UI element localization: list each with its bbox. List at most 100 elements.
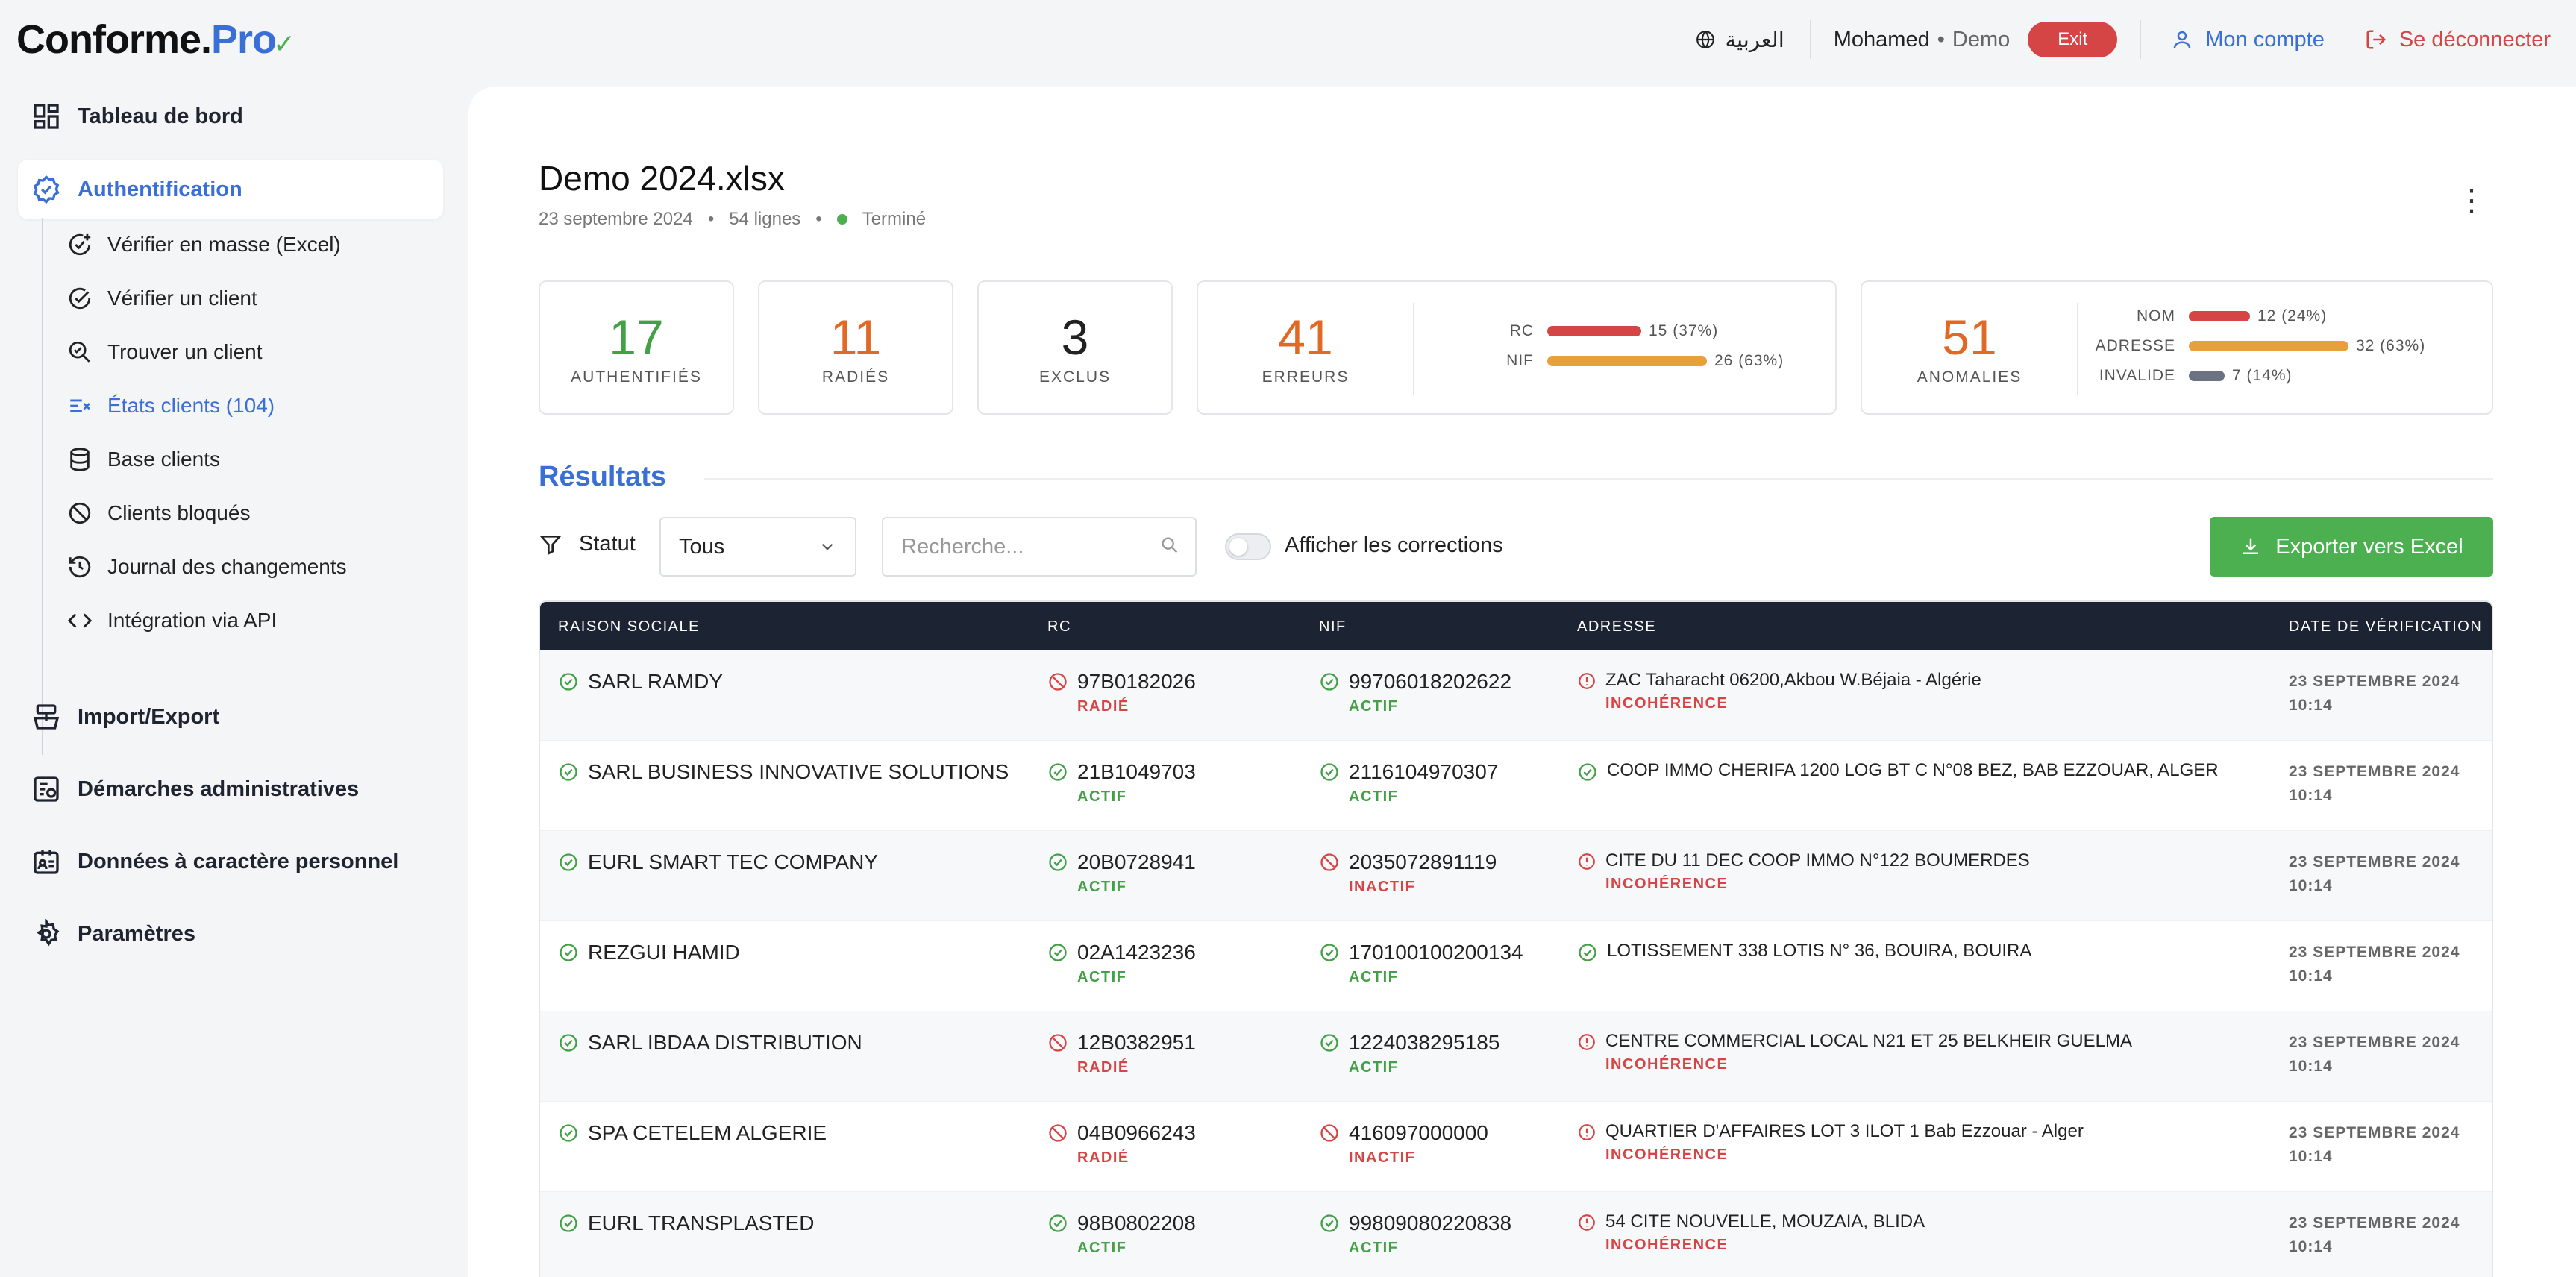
- table-row[interactable]: SARL BUSINESS INNOVATIVE SOLUTIONS 21B10…: [540, 740, 2492, 830]
- col-header-date[interactable]: DATE DE VÉRIFICATION: [2289, 618, 2483, 635]
- more-options-icon[interactable]: ⋮: [2457, 184, 2486, 217]
- error-bars: RC 15 (37%) NIF 26 (63%): [1482, 316, 1784, 376]
- col-header-nif[interactable]: NIF: [1319, 618, 1347, 635]
- sidebar-item-personal-data[interactable]: Données à caractère personnel: [18, 832, 443, 891]
- filter-label-text: Statut: [579, 532, 636, 556]
- verification-time: 10:14: [2289, 1148, 2333, 1165]
- subnav-api-integration[interactable]: Intégration via API: [43, 594, 460, 647]
- file-meta: 23 septembre 2024 • 54 lignes • Terminé: [539, 209, 926, 230]
- alert-circle-icon: [1579, 1124, 1595, 1140]
- company-name: SARL IBDAA DISTRIBUTION: [588, 1031, 862, 1054]
- col-header-address[interactable]: ADRESSE: [1577, 618, 1657, 635]
- show-corrections-label: Afficher les corrections: [1285, 533, 1503, 557]
- check-circle-icon: [1049, 944, 1067, 961]
- company-name: REZGUI HAMID: [588, 941, 740, 964]
- address-text: 54 CITE NOUVELLE, MOUZAIA, BLIDA: [1605, 1211, 1925, 1231]
- table-row[interactable]: EURL SMART TEC COMPANY 20B0728941 ACTIF 2…: [540, 830, 2492, 920]
- stat-value: 11: [830, 310, 882, 365]
- search-input[interactable]: [882, 517, 1197, 577]
- user-name: Mohamed: [1833, 27, 1930, 51]
- table-row[interactable]: EURL TRANSPLASTED 98B0802208 ACTIF 998090…: [540, 1191, 2492, 1277]
- export-label: Exporter vers Excel: [2275, 534, 2463, 559]
- show-corrections-toggle[interactable]: [1225, 533, 1271, 560]
- cell-rc: 02A1423236 ACTIF: [1047, 941, 1196, 986]
- ban-icon: [1049, 1124, 1067, 1142]
- subnav-label: Clients bloqués: [107, 501, 251, 524]
- subnav-bulk-verify[interactable]: Vérifier en masse (Excel): [43, 218, 460, 272]
- stat-value: 3: [1061, 310, 1089, 365]
- export-excel-button[interactable]: Exporter vers Excel: [2210, 517, 2493, 577]
- subnav-label: Base clients: [107, 448, 220, 471]
- sidebar-item-admin-procedures[interactable]: Démarches administratives: [18, 759, 443, 819]
- stat-label: ANOMALIES: [1917, 368, 2022, 386]
- rc-number: 20B0728941: [1077, 850, 1196, 873]
- check-circle-icon: [1320, 763, 1338, 781]
- admin-procedures-icon: [34, 776, 59, 802]
- rc-status: ACTIF: [1077, 969, 1127, 985]
- subnav-blocked-clients[interactable]: Clients bloqués: [43, 486, 460, 540]
- alert-circle-icon: [1579, 673, 1595, 689]
- file-rows: 54 lignes: [729, 209, 801, 229]
- cell-nif: 99809080220838 ACTIF: [1319, 1211, 1511, 1257]
- sidebar-item-label: Import/Export: [78, 704, 220, 729]
- bar-value: 12 (24%): [2257, 307, 2328, 324]
- stat-value: 17: [609, 310, 664, 365]
- subnav-client-base[interactable]: Base clients: [43, 433, 460, 486]
- table-row[interactable]: REZGUI HAMID 02A1423236 ACTIF 17010010020…: [540, 920, 2492, 1011]
- main-panel: Demo 2024.xlsx 23 septembre 2024 • 54 li…: [468, 87, 2576, 1277]
- search-icon: [1162, 537, 1178, 553]
- cell-address: LOTISSEMENT 338 LOTIS N° 36, BOUIRA, BOU…: [1577, 941, 2031, 966]
- results-table: RAISON SOCIALE RC NIF ADRESSE DATE DE VÉ…: [539, 600, 2493, 1277]
- subnav-find-client[interactable]: Trouver un client: [43, 325, 460, 379]
- subnav-verify-client[interactable]: Vérifier un client: [43, 272, 460, 325]
- verification-date: 23 SEPTEMBRE 2024: [2289, 673, 2460, 690]
- logout-icon: [2366, 30, 2386, 49]
- check-circle-icon: [1049, 1214, 1067, 1232]
- cell-nif: 416097000000 INACTIF: [1319, 1121, 1488, 1167]
- stat-anomalies-total: 51 ANOMALIES: [1862, 303, 2078, 395]
- sidebar-item-settings[interactable]: Paramètres: [18, 904, 443, 964]
- address-text: QUARTIER D'AFFAIRES LOT 3 ILOT 1 Bab Ezz…: [1605, 1121, 2084, 1141]
- bar-label: ADRESSE: [2095, 337, 2175, 354]
- bar-row-nom: NOM 12 (24%): [2093, 301, 2425, 331]
- bar-fill: [1547, 326, 1641, 336]
- check-circle-icon: [560, 853, 577, 871]
- app-logo[interactable]: Conforme.Pro✓: [16, 16, 295, 63]
- table-row[interactable]: SARL IBDAA DISTRIBUTION 12B0382951 RADIÉ …: [540, 1011, 2492, 1101]
- exit-demo-button[interactable]: Exit: [2028, 22, 2118, 57]
- address-status: INCOHÉRENCE: [1605, 695, 1729, 712]
- check-circle-icon: [1049, 853, 1067, 871]
- verification-time: 10:14: [2289, 697, 2333, 714]
- account-label: Mon compte: [2205, 27, 2325, 51]
- sidebar-item-authentification[interactable]: Authentification: [18, 160, 443, 219]
- check-circle-icon: [1049, 763, 1067, 781]
- filter-icon: [539, 535, 562, 555]
- account-link[interactable]: Mon compte: [2141, 28, 2365, 52]
- language-switch[interactable]: العربية: [1696, 20, 1811, 59]
- subnav-change-log[interactable]: Journal des changements: [43, 540, 460, 594]
- stat-authentified: 17 AUTHENTIFIÉS: [539, 280, 734, 415]
- nif-number: 99706018202622: [1349, 670, 1512, 693]
- ban-icon: [1320, 853, 1338, 871]
- cell-nif: 1224038295185 ACTIF: [1319, 1031, 1499, 1076]
- subnav-label: Vérifier un client: [107, 286, 257, 310]
- table-row[interactable]: SARL RAMDY 97B0182026 RADIÉ 9970601820262…: [540, 650, 2492, 740]
- col-header-name[interactable]: RAISON SOCIALE: [558, 618, 700, 635]
- status-select[interactable]: Tous: [659, 517, 856, 577]
- file-title: Demo 2024.xlsx: [539, 159, 785, 198]
- sidebar-item-dashboard[interactable]: Tableau de bord: [18, 87, 443, 146]
- table-row[interactable]: SPA CETELEM ALGERIE 04B0966243 RADIÉ 4160…: [540, 1101, 2492, 1191]
- cell-address: 54 CITE NOUVELLE, MOUZAIA, BLIDA INCOHÉRE…: [1577, 1211, 1925, 1254]
- verification-time: 10:14: [2289, 1058, 2333, 1075]
- nif-number: 170100100200134: [1349, 941, 1523, 964]
- logout-link[interactable]: Se déconnecter: [2365, 28, 2551, 52]
- cell-date: 23 SEPTEMBRE 2024 10:14: [2289, 1121, 2460, 1169]
- user-icon: [2174, 31, 2191, 48]
- ban-icon: [1049, 673, 1067, 691]
- language-label: العربية: [1725, 28, 1784, 52]
- sidebar-item-label: Démarches administratives: [78, 776, 360, 801]
- sidebar-item-import-export[interactable]: Import/Export: [18, 687, 443, 747]
- subnav-client-states[interactable]: États clients (104): [43, 379, 460, 433]
- col-header-rc[interactable]: RC: [1047, 618, 1071, 635]
- nif-status: INACTIF: [1349, 879, 1416, 895]
